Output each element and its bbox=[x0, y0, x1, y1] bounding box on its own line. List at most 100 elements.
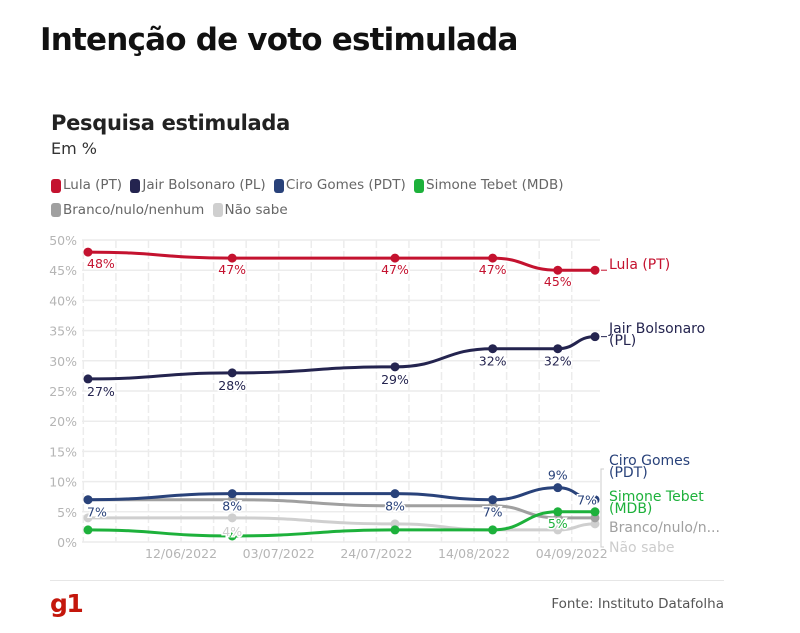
data-point bbox=[488, 495, 498, 505]
data-label: 47% bbox=[479, 262, 507, 277]
y-tick-label: 25% bbox=[49, 384, 77, 399]
source-note: Fonte: Instituto Datafolha bbox=[551, 596, 724, 612]
data-point bbox=[488, 253, 498, 263]
series-line bbox=[86, 498, 597, 520]
data-label: 7% bbox=[577, 493, 597, 508]
legend-label: Branco/nulo/nenhum bbox=[63, 201, 205, 218]
series-simone-tebet-mdb- bbox=[83, 507, 600, 541]
x-tick-label: 04/09/2022 bbox=[536, 546, 608, 561]
data-point bbox=[83, 525, 93, 535]
data-point bbox=[488, 344, 498, 354]
data-label: 29% bbox=[381, 372, 409, 387]
legend-item-tebet[interactable]: Simone Tebet (MDB) bbox=[414, 175, 563, 196]
data-label: 47% bbox=[381, 262, 409, 277]
data-point bbox=[390, 501, 400, 511]
end-label: Não sabe bbox=[609, 540, 674, 556]
legend-item-lula[interactable]: Lula (PT) bbox=[51, 175, 122, 196]
data-point bbox=[553, 525, 563, 535]
data-labels: 48% 47% 47% 47% 45% 27% 28% 29% 32% 32% 7% 8% 8% 7% 9%… bbox=[86, 255, 599, 541]
data-point bbox=[553, 265, 563, 275]
legend-label: Não sabe bbox=[224, 201, 288, 218]
x-tick-label: 12/06/2022 bbox=[145, 546, 217, 561]
data-point bbox=[488, 525, 498, 535]
legend-label: Lula (PT) bbox=[63, 177, 123, 193]
series-ciro-gomes-pdt- bbox=[83, 483, 600, 505]
chart-subtitle: Em % bbox=[51, 139, 97, 158]
data-point bbox=[590, 332, 600, 342]
g1-logo[interactable]: g1 bbox=[50, 589, 84, 618]
data-point bbox=[227, 253, 237, 263]
legend-label: Simone Tebet (MDB) bbox=[426, 177, 564, 193]
data-label: 4% bbox=[222, 524, 242, 539]
end-labels: Lula (PT) Jair Bolsonaro(PL) Ciro Gomes(PD… bbox=[600, 257, 720, 556]
y-tick-label: 30% bbox=[49, 354, 77, 369]
end-label: Jair Bolsonaro bbox=[608, 321, 705, 337]
data-label: 48% bbox=[87, 256, 115, 271]
series-line bbox=[86, 250, 597, 272]
data-point bbox=[227, 513, 237, 523]
data-point bbox=[390, 489, 400, 499]
line-chart: 0% 5% 10% 15% 20% 25% 30% 35% 40% 45% 50% 12/06/202… bbox=[49, 233, 720, 561]
y-tick-label: 15% bbox=[49, 444, 77, 459]
data-point bbox=[553, 344, 563, 354]
legend-swatch-icon bbox=[414, 178, 425, 193]
x-tick-label: 14/08/2022 bbox=[438, 546, 510, 561]
data-label: 8% bbox=[385, 499, 405, 514]
chart-legend: Lula (PT) Jair Bolsonaro (PL) Ciro Gomes… bbox=[51, 175, 611, 224]
end-label: (PDT) bbox=[609, 465, 648, 481]
legend-swatch-icon bbox=[212, 203, 223, 217]
y-tick-label: 0% bbox=[57, 535, 77, 550]
data-point bbox=[83, 495, 93, 505]
end-label: Branco/nulo/n... bbox=[609, 520, 720, 536]
legend-item-nao-sabe[interactable]: Não sabe bbox=[212, 200, 288, 221]
data-point bbox=[227, 489, 237, 499]
data-point bbox=[83, 374, 93, 384]
footer-divider bbox=[50, 580, 724, 581]
data-label: 32% bbox=[479, 354, 507, 369]
end-label: Ciro Gomes bbox=[609, 453, 690, 469]
y-tick-label: 20% bbox=[49, 414, 77, 429]
legend-label: Jair Bolsonaro (PL) bbox=[142, 177, 266, 193]
legend-item-bolsonaro[interactable]: Jair Bolsonaro (PL) bbox=[130, 175, 266, 196]
data-label: 32% bbox=[544, 354, 572, 369]
data-point bbox=[590, 265, 600, 275]
legend-swatch-icon bbox=[51, 203, 61, 217]
data-point bbox=[590, 495, 600, 505]
x-tick-label: 03/07/2022 bbox=[243, 546, 315, 561]
end-label: Simone Tebet bbox=[609, 489, 704, 505]
data-label: 7% bbox=[87, 505, 107, 520]
data-point bbox=[553, 483, 563, 493]
y-tick-label: 40% bbox=[49, 293, 77, 308]
end-label-bracket bbox=[600, 468, 604, 548]
data-point bbox=[83, 513, 93, 523]
data-point bbox=[390, 253, 400, 263]
data-point bbox=[227, 368, 237, 378]
series-line bbox=[86, 486, 597, 502]
y-tick-label: 5% bbox=[57, 505, 77, 520]
legend-label: Ciro Gomes (PDT) bbox=[285, 177, 406, 193]
axes: 0% 5% 10% 15% 20% 25% 30% 35% 40% 45% 50% 12/06/202… bbox=[49, 233, 608, 561]
end-label: Lula (PT) bbox=[609, 257, 670, 273]
series-line bbox=[86, 335, 597, 381]
y-tick-label: 10% bbox=[49, 475, 77, 490]
legend-item-ciro[interactable]: Ciro Gomes (PDT) bbox=[273, 175, 406, 196]
data-label: 9% bbox=[548, 468, 568, 483]
data-point bbox=[553, 507, 563, 517]
end-label: (MDB) bbox=[609, 501, 652, 517]
legend-swatch-icon bbox=[130, 178, 141, 193]
series-lula-pt- bbox=[83, 247, 600, 275]
grid bbox=[82, 239, 600, 543]
series-jair-bolsonaro-pl- bbox=[83, 332, 600, 384]
y-tick-label: 50% bbox=[49, 233, 77, 248]
x-tick-label: 24/07/2022 bbox=[340, 546, 412, 561]
data-label: 47% bbox=[218, 262, 246, 277]
data-label: 28% bbox=[218, 378, 246, 393]
chart-title: Pesquisa estimulada bbox=[51, 111, 290, 135]
data-label: 27% bbox=[87, 384, 115, 399]
legend-item-branco[interactable]: Branco/nulo/nenhum bbox=[51, 200, 204, 221]
data-label: 5% bbox=[548, 516, 568, 531]
data-point bbox=[390, 525, 400, 535]
data-label: 8% bbox=[222, 499, 242, 514]
legend-swatch-icon bbox=[51, 178, 61, 193]
series bbox=[83, 247, 600, 541]
